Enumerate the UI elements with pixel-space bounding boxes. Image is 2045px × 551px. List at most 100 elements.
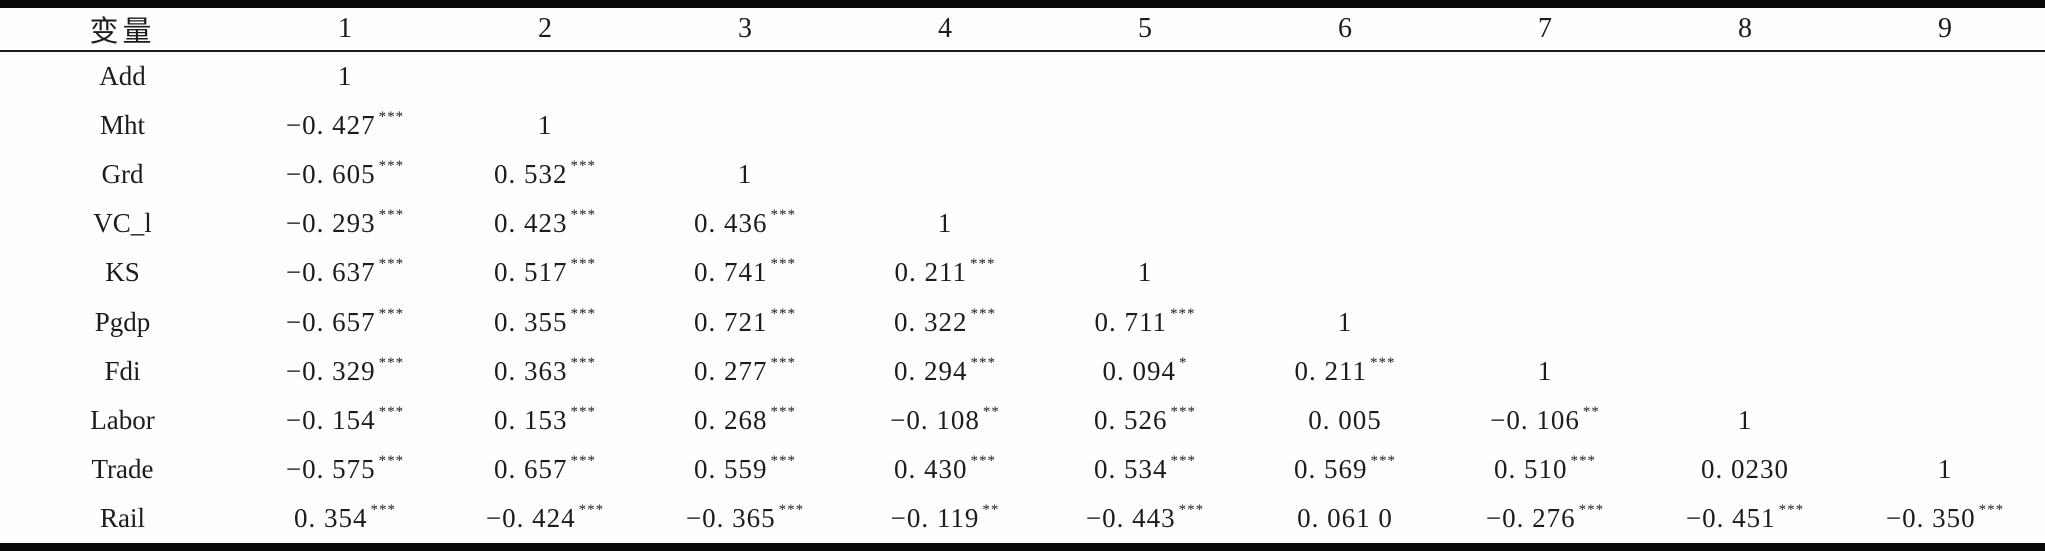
correlation-cell — [1245, 248, 1445, 297]
correlation-cell — [1245, 51, 1445, 101]
correlation-cell: 0. 0230 — [1645, 445, 1845, 494]
row-label: KS — [105, 257, 140, 288]
correlation-cell — [1645, 248, 1845, 297]
correlation-value: −0. 365 — [685, 502, 776, 533]
correlation-value: 0. 526 — [1094, 404, 1168, 435]
correlation-cell — [1045, 150, 1245, 199]
correlation-cell — [1645, 150, 1845, 199]
correlation-value: 0. 354 — [294, 502, 368, 533]
significance-stars: *** — [1578, 501, 1605, 518]
correlation-value: 1 — [537, 110, 553, 141]
significance-stars: *** — [570, 452, 596, 469]
correlation-table: 变量 1 2 3 4 5 6 7 8 9 Add 1 Mht −0. 427 *** 1 G… — [0, 8, 2045, 543]
correlation-cell: 0. 510 *** — [1445, 445, 1645, 494]
correlation-cell: −0. 575 *** — [245, 445, 445, 494]
correlation-value: 1 — [1937, 453, 1953, 484]
correlation-cell — [1845, 150, 2045, 199]
correlation-value: −0. 451 — [1685, 502, 1776, 533]
significance-stars: *** — [578, 501, 605, 518]
correlation-value: 0. 569 — [1294, 453, 1368, 484]
correlation-cell — [1045, 51, 1245, 101]
table-row: Rail 0. 354 *** −0. 424 *** −0. 365 *** −0. 119… — [0, 494, 2045, 543]
significance-stars: *** — [378, 403, 405, 420]
header-col-6: 6 — [1245, 8, 1445, 52]
significance-stars: *** — [570, 305, 596, 322]
correlation-cell: −0. 443 *** — [1045, 494, 1245, 543]
correlation-value: −0. 657 — [285, 306, 376, 337]
significance-stars: *** — [1570, 452, 1596, 469]
correlation-cell: 0. 322 *** — [845, 297, 1045, 346]
correlation-cell — [845, 51, 1045, 101]
table-row: Trade −0. 575 *** 0. 657 *** 0. 559 *** 0. 430 *… — [0, 445, 2045, 494]
correlation-cell — [1845, 297, 2045, 346]
correlation-cell — [1845, 51, 2045, 101]
correlation-value: 0. 363 — [494, 355, 568, 386]
correlation-cell: 0. 741 *** — [645, 248, 845, 297]
significance-stars: *** — [970, 354, 996, 371]
correlation-cell: 0. 268 *** — [645, 396, 845, 445]
significance-stars: *** — [378, 207, 405, 224]
significance-stars: *** — [770, 403, 796, 420]
significance-stars: ** — [1582, 403, 1600, 420]
significance-stars: ** — [982, 501, 1000, 518]
row-label: Trade — [91, 453, 154, 484]
correlation-value: 0. 277 — [694, 355, 768, 386]
correlation-cell: −0. 424 *** — [445, 494, 645, 543]
row-label: Fdi — [104, 355, 141, 386]
table-row: Mht −0. 427 *** 1 — [0, 101, 2045, 150]
correlation-cell: 0. 277 *** — [645, 347, 845, 396]
header-col-5: 5 — [1045, 8, 1245, 52]
correlation-cell — [1045, 199, 1245, 248]
correlation-value: 0. 005 — [1308, 404, 1382, 435]
significance-stars: * — [1179, 354, 1188, 371]
correlation-value: 1 — [1137, 257, 1153, 288]
significance-stars: *** — [1370, 354, 1396, 371]
significance-stars: *** — [970, 305, 996, 322]
row-label: Grd — [101, 159, 144, 190]
correlation-cell — [1845, 248, 2045, 297]
significance-stars: *** — [1178, 501, 1205, 518]
significance-stars: *** — [570, 207, 596, 224]
table-row: Add 1 — [0, 51, 2045, 101]
correlation-value: 0. 436 — [694, 208, 768, 239]
correlation-value: 1 — [1737, 404, 1753, 435]
correlation-cell — [1445, 150, 1645, 199]
significance-stars: *** — [1370, 452, 1396, 469]
significance-stars: *** — [570, 403, 596, 420]
correlation-cell: 0. 569 *** — [1245, 445, 1445, 494]
correlation-cell: 1 — [845, 199, 1045, 248]
correlation-value: 0. 430 — [894, 453, 968, 484]
correlation-cell: 1 — [1645, 396, 1845, 445]
correlation-cell — [645, 101, 845, 150]
significance-stars: *** — [1170, 403, 1196, 420]
correlation-cell: 0. 094 * — [1045, 347, 1245, 396]
correlation-cell: 0. 711 *** — [1045, 297, 1245, 346]
correlation-value: 0. 268 — [694, 404, 768, 435]
correlation-cell: −0. 427 *** — [245, 101, 445, 150]
correlation-cell — [1245, 150, 1445, 199]
header-col-2: 2 — [445, 8, 645, 52]
significance-stars: *** — [378, 452, 405, 469]
row-label: Mht — [99, 110, 145, 141]
table-row: Labor −0. 154 *** 0. 153 *** 0. 268 *** −0. 108… — [0, 396, 2045, 445]
correlation-cell: −0. 365 *** — [645, 494, 845, 543]
correlation-value: 1 — [1337, 306, 1353, 337]
correlation-cell — [1645, 51, 1845, 101]
correlation-cell: −0. 108 ** — [845, 396, 1045, 445]
significance-stars: *** — [1170, 305, 1196, 322]
significance-stars: *** — [770, 256, 796, 273]
significance-stars: *** — [770, 354, 796, 371]
correlation-value: 1 — [737, 159, 753, 190]
row-label: Add — [99, 61, 146, 92]
significance-stars: *** — [770, 305, 796, 322]
correlation-value: −0. 443 — [1085, 502, 1176, 533]
significance-stars: *** — [970, 256, 996, 273]
correlation-cell — [1445, 199, 1645, 248]
correlation-value: 0. 721 — [694, 306, 768, 337]
correlation-cell: −0. 451 *** — [1645, 494, 1845, 543]
correlation-cell: 0. 526 *** — [1045, 396, 1245, 445]
correlation-cell — [1645, 101, 1845, 150]
header-col-7: 7 — [1445, 8, 1645, 52]
correlation-cell: 0. 355 *** — [445, 297, 645, 346]
significance-stars: *** — [378, 305, 405, 322]
